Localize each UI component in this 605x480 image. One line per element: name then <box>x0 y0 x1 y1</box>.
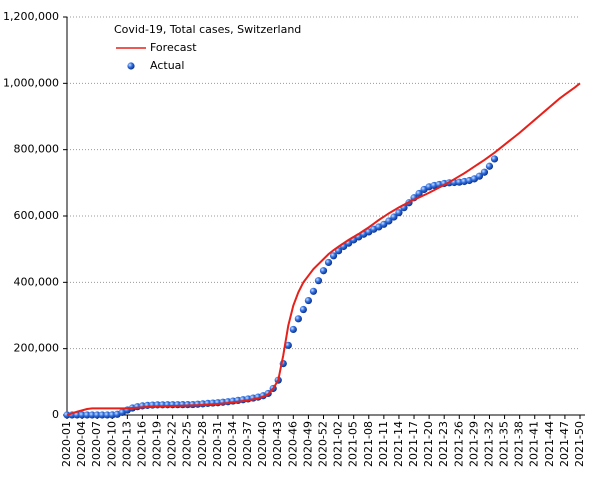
chart-title: Covid-19, Total cases, Switzerland <box>114 23 301 36</box>
x-tick-label: 2020-37 <box>241 421 254 467</box>
x-tick-label: 2020-46 <box>286 421 299 467</box>
x-tick-label: 2021-17 <box>407 421 420 467</box>
x-tick-label: 2020-04 <box>75 421 88 467</box>
x-tick-label: 2021-38 <box>513 421 526 467</box>
x-tick-label: 2020-16 <box>135 421 148 467</box>
actual-point <box>475 172 484 180</box>
actual-point <box>415 189 423 198</box>
actual-point <box>93 411 101 419</box>
plot-area <box>63 82 581 419</box>
actual-point <box>309 287 318 295</box>
actual-point <box>314 277 323 285</box>
x-tick-label: 2020-13 <box>120 421 133 467</box>
x-tick-label: 2021-08 <box>362 421 375 467</box>
x-tick-label: 2021-11 <box>377 421 390 467</box>
actual-point <box>319 267 328 275</box>
x-tick-label: 2021-41 <box>528 421 541 467</box>
x-tick-label: 2020-28 <box>196 421 209 467</box>
actual-point <box>78 411 86 419</box>
x-tick-label: 2020-52 <box>317 421 330 467</box>
actual-point <box>480 168 489 176</box>
y-tick-label: 800,000 <box>14 143 60 156</box>
actual-point <box>390 213 398 221</box>
x-tick-label: 2021-26 <box>452 421 465 467</box>
actual-point <box>88 411 96 419</box>
actual-point <box>329 252 338 260</box>
legend-swatch <box>127 62 135 70</box>
y-tick-label: 1,000,000 <box>3 76 59 89</box>
x-tick-label: 2021-20 <box>422 421 435 467</box>
actual-point <box>294 315 302 323</box>
x-tick-label: 2021-44 <box>543 421 556 467</box>
x-tick-label: 2021-29 <box>467 421 480 467</box>
y-tick-label: 0 <box>52 408 59 421</box>
actual-point <box>83 411 91 419</box>
actual-point <box>284 341 292 349</box>
x-tick-label: 2021-14 <box>392 421 405 467</box>
y-tick-label: 600,000 <box>14 209 60 222</box>
x-tick-label: 2021-35 <box>498 421 511 467</box>
x-tick-label: 2020-10 <box>105 421 118 467</box>
legend: Covid-19, Total cases, Switzerland Forec… <box>114 23 301 72</box>
x-tick-label: 2020-25 <box>181 421 194 467</box>
legend-label: Forecast <box>150 41 197 54</box>
actual-point <box>324 258 333 267</box>
x-tick-label: 2020-43 <box>271 421 284 467</box>
grid: 0 200,000 400,000 600,000 800,000 1,000,000 1,… <box>3 10 586 467</box>
y-tick-label: 1,200,000 <box>3 10 59 23</box>
y-tick-label: 400,000 <box>14 275 60 288</box>
x-tick-label: 2020-31 <box>211 421 224 467</box>
actual-point <box>299 305 307 314</box>
x-tick-label: 2021-05 <box>347 421 360 467</box>
x-tick-label: 2020-22 <box>166 421 179 467</box>
x-tick-label: 2021-23 <box>437 421 450 467</box>
actual-point <box>385 217 393 225</box>
y-tick-label: 200,000 <box>14 342 60 355</box>
x-tick-label: 2020-07 <box>90 421 103 467</box>
x-tick-label: 2021-47 <box>558 421 571 467</box>
x-tick-label: 2020-34 <box>226 421 239 467</box>
x-tick-label: 2020-49 <box>301 421 314 467</box>
x-tick-label: 2021-50 <box>573 421 586 467</box>
actual-point <box>103 411 111 419</box>
actual-point <box>485 162 494 170</box>
x-tick-label: 2020-01 <box>60 421 73 467</box>
x-tick-label: 2020-40 <box>256 421 269 467</box>
actual-point <box>395 209 403 217</box>
forecast-line <box>66 82 581 416</box>
x-tick-label: 2021-32 <box>482 421 495 467</box>
actual-point <box>289 325 297 334</box>
x-tick-label: 2020-19 <box>151 421 164 467</box>
actual-point <box>490 155 499 163</box>
actual-point <box>304 296 313 305</box>
actual-point <box>98 411 106 419</box>
legend-label: Actual <box>150 59 184 72</box>
x-tick-label: 2021-02 <box>332 421 345 467</box>
